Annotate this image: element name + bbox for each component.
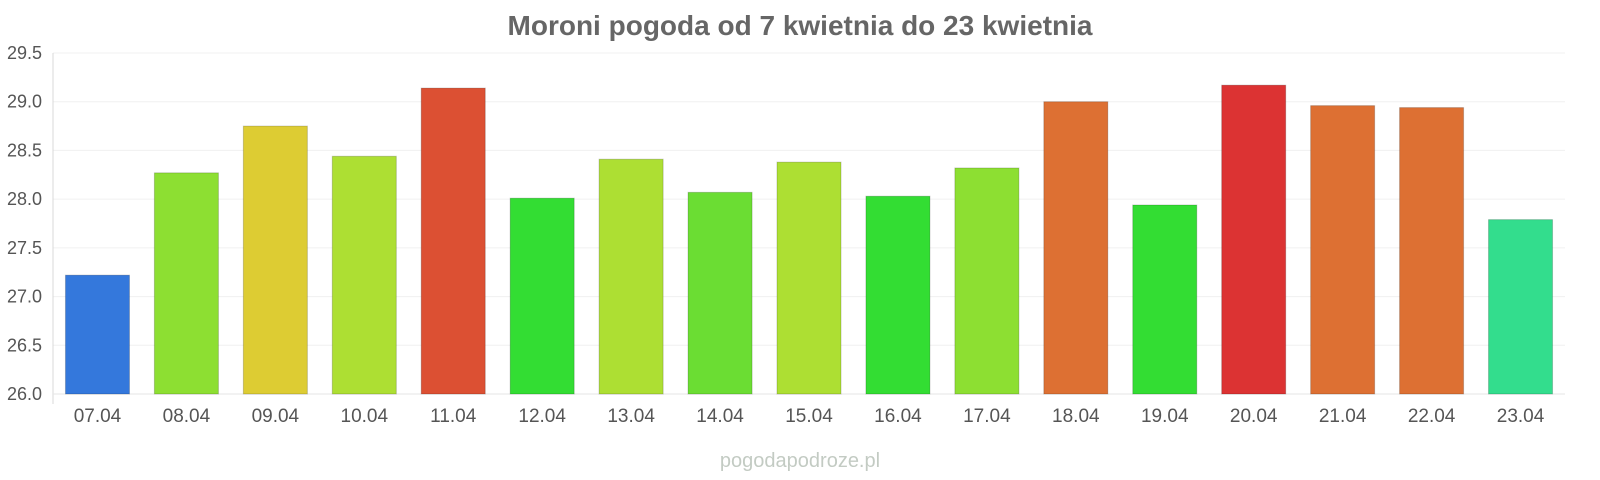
x-category-labels: 07.04 08.04 09.04 10.04 11.04 12.04 13.04 14.04… bbox=[74, 406, 1545, 427]
x-tick-label: 11.04 bbox=[430, 406, 477, 427]
x-tick-label: 13.04 bbox=[607, 406, 655, 427]
x-tick-label: 20.04 bbox=[1230, 406, 1278, 427]
bar-12.04 bbox=[509, 197, 575, 395]
bar-17.04 bbox=[954, 167, 1020, 395]
y-tick-label: 29.5 bbox=[7, 43, 42, 63]
y-tick-label: 28.5 bbox=[7, 140, 42, 160]
bar-18.04 bbox=[1043, 101, 1109, 395]
y-tick-label: 27.5 bbox=[7, 238, 42, 258]
y-tick-label: 26.0 bbox=[7, 384, 42, 404]
y-tick-labels: 26.0 26.5 27.0 27.5 28.0 28.5 29.0 29.5 bbox=[7, 43, 42, 404]
bar-16.04 bbox=[865, 195, 931, 395]
x-tick-label: 22.04 bbox=[1408, 406, 1456, 427]
chart-title: Moroni pogoda od 7 kwietnia do 23 kwietn… bbox=[507, 10, 1093, 41]
bar-11.04 bbox=[420, 87, 486, 395]
bar-08.04 bbox=[153, 172, 219, 395]
bar-15.04 bbox=[776, 161, 842, 395]
x-tick-label: 17.04 bbox=[963, 406, 1011, 427]
x-tick-label: 09.04 bbox=[252, 406, 300, 427]
x-tick-label: 14.04 bbox=[696, 406, 744, 427]
bar-19.04 bbox=[1132, 204, 1198, 395]
x-tick-label: 15.04 bbox=[785, 406, 833, 427]
bar-20.04 bbox=[1221, 84, 1287, 395]
x-tick-label: 12.04 bbox=[518, 406, 566, 427]
x-tick-label: 23.04 bbox=[1497, 406, 1545, 427]
y-tick-label: 26.5 bbox=[7, 335, 42, 355]
bar-09.04 bbox=[242, 125, 308, 395]
y-tick-label: 29.0 bbox=[7, 92, 42, 112]
bar-14.04 bbox=[687, 191, 753, 395]
y-tick-label: 27.0 bbox=[7, 287, 42, 307]
bar-07.04 bbox=[64, 274, 130, 395]
bars bbox=[64, 84, 1554, 395]
bar-22.04 bbox=[1399, 107, 1465, 395]
x-tick-label: 19.04 bbox=[1141, 406, 1189, 427]
bar-23.04 bbox=[1488, 219, 1554, 395]
x-tick-label: 16.04 bbox=[874, 406, 922, 427]
watermark: pogodapodroze.pl bbox=[719, 450, 881, 472]
bar-10.04 bbox=[331, 155, 397, 395]
x-tick-label: 08.04 bbox=[163, 406, 211, 427]
x-tick-label: 07.04 bbox=[74, 406, 122, 427]
bar-13.04 bbox=[598, 158, 664, 395]
y-tick-label: 28.0 bbox=[7, 189, 42, 209]
x-tick-label: 10.04 bbox=[341, 406, 389, 427]
bar-21.04 bbox=[1310, 105, 1376, 395]
x-tick-label: 18.04 bbox=[1052, 406, 1100, 427]
x-tick-label: 21.04 bbox=[1319, 406, 1367, 427]
